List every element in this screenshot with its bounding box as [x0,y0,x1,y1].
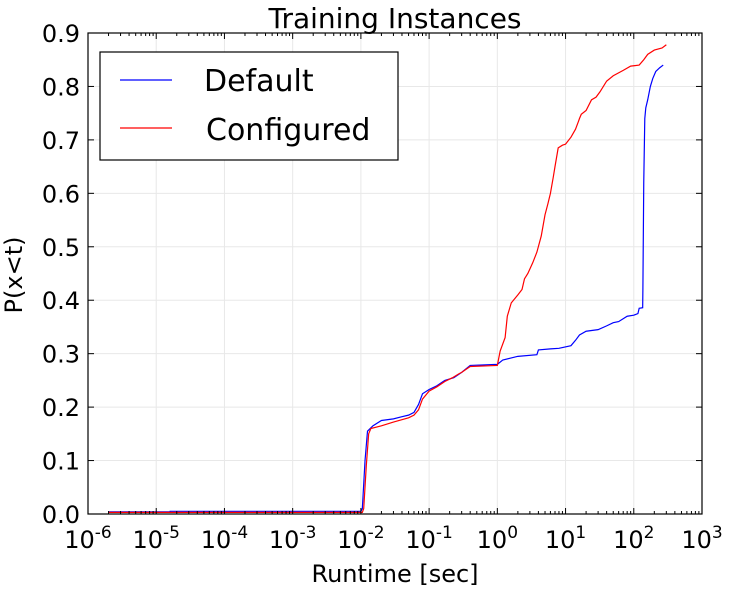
axis-ticks [87,32,703,515]
y-tick-label: 0.4 [42,287,80,315]
y-tick-label: 0.8 [42,73,80,101]
legend-configured-label: Configured [206,113,370,148]
x-tick-label: 10-4 [201,523,249,554]
plot-frame [87,32,703,515]
y-tick-label: 0.9 [42,20,80,48]
y-axis-label: P(x<t) [0,237,28,314]
y-tick-label: 0.7 [42,127,80,155]
legend-box [99,51,399,161]
y-tick-label: 0.5 [42,234,80,262]
x-tick-label: 10-2 [337,523,385,554]
y-tick-label: 0.0 [42,501,80,529]
x-tick-label: 10-6 [64,523,112,554]
legend-default-label: Default [204,64,314,99]
y-tick-label: 0.2 [42,394,80,422]
series-lines [108,44,667,514]
x-tick-label: 102 [613,523,654,554]
x-tick-label: 10-5 [132,523,180,554]
y-tick-label: 0.1 [42,448,80,476]
x-tick-label: 100 [477,523,518,554]
y-tick-label: 0.6 [42,180,80,208]
chart-title: Training Instances [267,2,521,35]
x-tick-label: 103 [681,523,722,554]
x-tick-label: 101 [545,523,586,554]
y-tick-labels: 0.0 0.1 0.2 0.3 0.4 0.5 0.6 0.7 0.8 0.9 [42,20,80,529]
series-line-default [108,64,664,513]
x-tick-label: 10-1 [405,523,453,554]
legend: Default Configured [99,51,399,161]
y-tick-label: 0.3 [42,341,80,369]
x-axis-label: Runtime [sec] [311,560,478,588]
series-line-configured [108,44,667,514]
x-tick-label: 10-3 [269,523,317,554]
x-tick-labels: 10-6 10-5 10-4 10-3 10-2 10-1 100 101 102 103 [64,523,722,554]
